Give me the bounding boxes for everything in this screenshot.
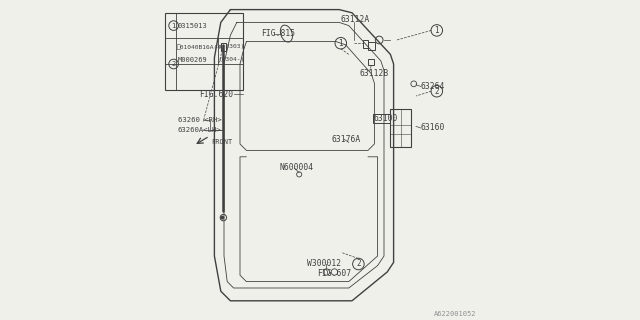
- Text: M000269: M000269: [177, 57, 207, 63]
- Text: FIG.607: FIG.607: [317, 269, 351, 278]
- Bar: [372, 114, 390, 123]
- Text: 63260 <RH>: 63260 <RH>: [178, 117, 221, 123]
- Circle shape: [221, 216, 224, 219]
- Text: 63100: 63100: [374, 114, 398, 123]
- Text: 1: 1: [339, 39, 343, 48]
- Text: 1: 1: [435, 26, 439, 35]
- Text: 2: 2: [356, 260, 361, 268]
- Text: 2: 2: [172, 61, 176, 67]
- Text: FIG.620: FIG.620: [200, 90, 234, 99]
- Text: 63112B: 63112B: [360, 69, 389, 78]
- Text: FRONT: FRONT: [211, 140, 232, 145]
- Text: 63160: 63160: [421, 124, 445, 132]
- Text: 0315013: 0315013: [177, 23, 207, 28]
- Bar: [368, 59, 374, 65]
- Bar: [390, 109, 411, 147]
- Text: Ⓑ01040B16A(4): Ⓑ01040B16A(4): [177, 44, 225, 50]
- Bar: [221, 43, 226, 51]
- Text: 63112A: 63112A: [340, 15, 370, 24]
- Text: (0304-): (0304-): [219, 57, 245, 62]
- Text: 1: 1: [172, 23, 176, 28]
- Text: 63176A: 63176A: [332, 135, 360, 144]
- Text: 63260A<LH>: 63260A<LH>: [178, 127, 221, 132]
- Text: 2: 2: [435, 87, 439, 96]
- Text: FIG.815: FIG.815: [261, 29, 295, 38]
- Text: W300012: W300012: [307, 260, 341, 268]
- Text: A622001052: A622001052: [435, 311, 477, 317]
- Bar: [165, 13, 243, 90]
- Text: 63264: 63264: [421, 82, 445, 91]
- Text: (-0303): (-0303): [219, 44, 245, 49]
- Bar: [364, 40, 368, 48]
- Text: N600004: N600004: [280, 164, 314, 172]
- Bar: [368, 42, 375, 50]
